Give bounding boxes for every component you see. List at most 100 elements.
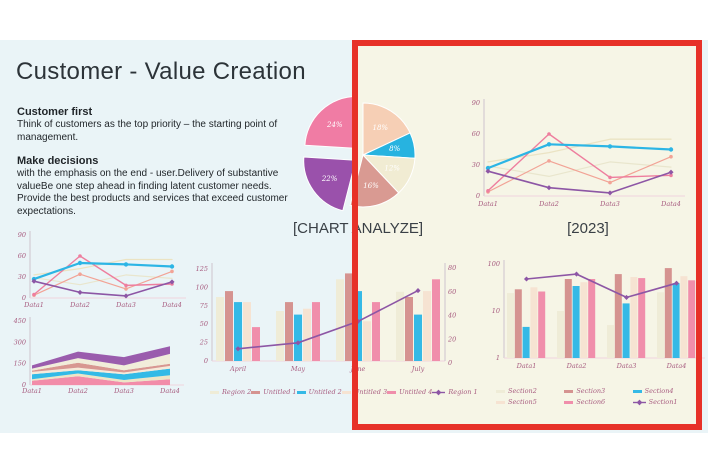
legend-monthly: Region 2 Untitled 1 Untitled 2 Untitled 3 Un… [210, 388, 478, 396]
tick-label: Data4 [660, 200, 681, 208]
tick-label: Data2 [538, 200, 559, 208]
tick-label: 40 [447, 312, 456, 320]
tick-label: 90 [18, 231, 26, 239]
legend-label: Section4 [644, 387, 674, 395]
pie-chart: 18% 8% 12% 16% 22% 24% [303, 95, 416, 212]
legend-item: Region 2 [210, 388, 251, 396]
tick-label: 10 [492, 307, 500, 315]
section-heading: Customer first [17, 106, 93, 118]
legend-sections: Section2 Section3 Section4 Section5 Section6… [496, 387, 701, 406]
tick-label: Data2 [566, 362, 587, 370]
legend-item: Untitled 1 [251, 388, 297, 396]
legend-swatch [632, 389, 642, 393]
legend-item: Section2 [496, 387, 564, 395]
legend-label: Untitled 3 [353, 388, 388, 396]
legend-swatch [251, 390, 261, 394]
tick-label: 60 [472, 130, 480, 138]
tick-label: 100 [488, 260, 500, 268]
legend-label: Section2 [508, 387, 537, 395]
line-chart-bottom-left: 0 30 60 90 Data1 Data2 Data3 Data4 [18, 231, 186, 309]
tick-label: 60 [18, 252, 26, 260]
legend-item: Untitled 4 [387, 388, 432, 396]
legend-label: Region 2 [222, 388, 252, 396]
tick-label: Data3 [113, 387, 134, 395]
tick-label: 22% [321, 175, 338, 183]
tick-label: 0 [448, 359, 452, 367]
tick-label: 0 [204, 357, 208, 365]
tick-label: Data2 [69, 301, 90, 309]
tick-label: Data4 [666, 362, 687, 370]
tick-label: May [290, 365, 306, 373]
legend-item: Section4 [632, 387, 701, 395]
tick-label: Data3 [599, 200, 620, 208]
tick-label: 30 [18, 273, 26, 281]
tick-label: 100 [196, 283, 208, 291]
legend-item: Section3 [564, 387, 632, 395]
highlight-background [352, 40, 702, 430]
tick-label: 450 [13, 317, 26, 325]
tick-label: Data1 [477, 200, 498, 208]
tick-label: Data1 [21, 387, 42, 395]
legend-item: Section5 [496, 398, 564, 406]
tick-label: June [349, 365, 366, 373]
legend-swatch [564, 389, 574, 393]
tick-label: July [410, 365, 425, 373]
line-chart-2023: 0 30 60 90 Data1 Data2 Data3 Data4 [472, 99, 685, 208]
legend-label: Untitled 1 [263, 388, 297, 396]
tick-label: Data4 [159, 387, 180, 395]
tick-label: 80 [448, 264, 456, 272]
legend-swatch [564, 400, 574, 404]
section-body: with the emphasis on the end - user.Deli… [17, 168, 288, 217]
tick-label: Data3 [115, 301, 136, 309]
legend-item: Untitled 2 [296, 388, 342, 396]
tick-label: 50 [200, 320, 208, 328]
tick-label: 1 [496, 354, 500, 362]
tick-label: 18% [372, 124, 388, 132]
legend-label: Section3 [576, 387, 606, 395]
tick-label: Data3 [616, 362, 637, 370]
legend-swatch [296, 390, 306, 394]
legend-item: Section6 [564, 398, 632, 406]
legend-item: Untitled 3 [341, 388, 388, 396]
tick-label: 25 [199, 339, 208, 347]
tick-label: 60 [448, 288, 456, 296]
legend-swatch [496, 389, 505, 393]
legend-label: Untitled 2 [308, 388, 342, 396]
tick-label: April [229, 365, 246, 373]
legend-item: Section1 [632, 398, 701, 406]
legend-label: Section1 [648, 398, 678, 406]
tick-label: 12% [384, 165, 400, 173]
tick-label: Data1 [516, 362, 537, 370]
legend-swatch [496, 400, 505, 404]
tick-label: 300 [14, 338, 26, 346]
tick-label: 0 [22, 294, 26, 302]
legend-swatch [387, 390, 397, 394]
tick-label: 8% [389, 145, 400, 153]
legend-label: Untitled 4 [399, 388, 433, 396]
text-block: Customer first Think of customers as the… [17, 106, 293, 218]
legend-item: Region 1 [432, 388, 478, 396]
legend-label: Section6 [576, 398, 606, 406]
year-caption: [2023] [567, 220, 609, 237]
tick-label: Data1 [23, 301, 44, 309]
legend-label: Section5 [508, 398, 537, 406]
tick-label: 24% [326, 121, 343, 129]
legend-swatch [210, 390, 219, 394]
tick-label: 20 [447, 335, 456, 343]
tick-label: Data2 [67, 387, 88, 395]
tick-label: Data4 [161, 301, 182, 309]
section-body: Think of customers as the top priority –… [17, 119, 278, 143]
page-title: Customer - Value Creation [16, 58, 306, 85]
area-chart: 0 150 300 450 Data1 Data2 Data3 Data4 [13, 317, 184, 395]
tick-label: 125 [196, 265, 208, 273]
legend-swatch [341, 390, 351, 394]
section-heading: Make decisions [17, 155, 99, 167]
tick-label: 150 [14, 360, 26, 368]
tick-label: 0 [22, 381, 26, 389]
legend-label: Region 1 [448, 388, 478, 396]
tick-label: 30 [472, 161, 480, 169]
bar-chart-monthly: 0 25 50 75 100 125 0 20 40 60 80 April May June July [196, 263, 456, 373]
tick-label: 16% [363, 182, 379, 190]
tick-label: 75 [200, 302, 208, 310]
